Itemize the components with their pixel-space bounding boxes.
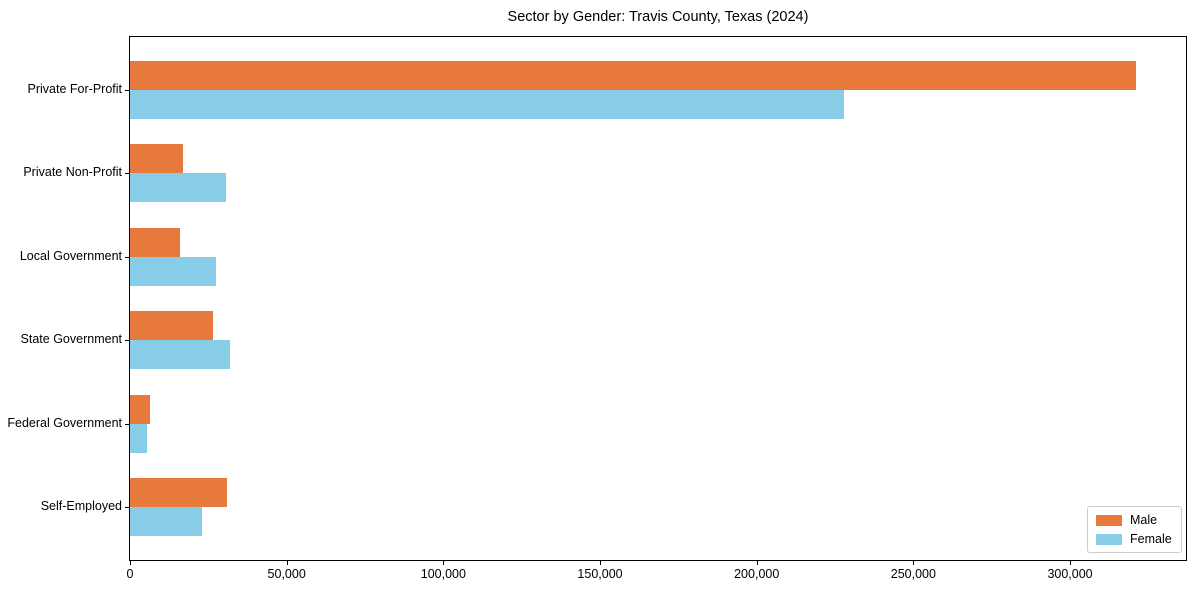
x-axis-label: 150,000 (577, 567, 623, 581)
x-axis-label: 250,000 (890, 567, 936, 581)
y-axis-label: State Government (20, 332, 122, 347)
x-axis-label: 300,000 (1047, 567, 1093, 581)
y-tick-mark (125, 507, 129, 509)
legend-item-female: Female (1096, 532, 1172, 546)
female-series-swatch-icon (1096, 533, 1122, 545)
y-tick-mark (125, 173, 129, 175)
x-axis-label: 200,000 (734, 567, 780, 581)
bar-female (130, 507, 203, 537)
x-tick-mark (756, 561, 758, 565)
y-axis-label: Private For-Profit (27, 81, 122, 96)
bar-male (130, 311, 214, 341)
bar-female (130, 256, 217, 286)
x-tick-mark (600, 561, 602, 565)
y-axis-label: Federal Government (7, 415, 122, 430)
y-axis-label: Private Non-Profit (23, 165, 122, 180)
bar-male (130, 227, 181, 257)
x-axis-label: 50,000 (267, 567, 306, 581)
y-axis-label: Local Government (19, 248, 122, 263)
y-tick-mark (125, 340, 129, 342)
x-axis-label: 0 (126, 567, 134, 581)
y-tick-mark (125, 423, 129, 425)
legend: Male Female (1087, 506, 1182, 553)
chart-title: Sector by Gender: Travis County, Texas (… (507, 9, 809, 25)
y-tick-mark (125, 89, 129, 91)
bar-male (130, 394, 151, 424)
bar-female (130, 89, 845, 119)
x-tick-mark (130, 561, 131, 565)
legend-item-male: Male (1096, 513, 1172, 527)
bar-female (130, 340, 231, 370)
y-tick-mark (125, 256, 129, 258)
x-tick-mark (1070, 561, 1072, 565)
bar-female (130, 173, 226, 203)
bar-male (130, 478, 228, 508)
bar-female (130, 423, 148, 453)
x-axis-label: 100,000 (420, 567, 466, 581)
x-tick-mark (286, 561, 288, 565)
y-axis-label: Self-Employed (40, 499, 122, 514)
legend-label-female: Female (1130, 532, 1172, 546)
x-tick-mark (443, 561, 445, 565)
x-tick-mark (913, 561, 915, 565)
male-series-swatch-icon (1096, 514, 1122, 526)
plot-area (129, 36, 1187, 561)
bar-male (130, 60, 1136, 90)
bar-male (130, 144, 184, 174)
legend-label-male: Male (1130, 513, 1158, 527)
